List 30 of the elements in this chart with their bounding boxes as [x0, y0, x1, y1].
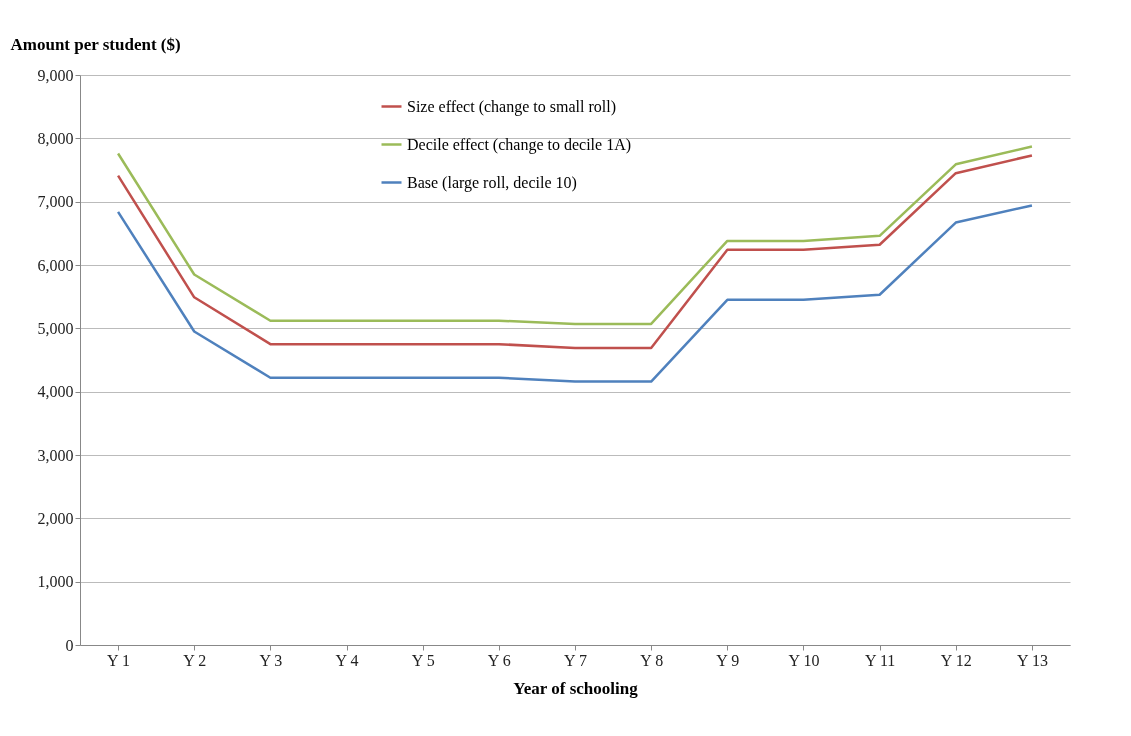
x-tick-label: Y 4	[335, 651, 359, 669]
line-series	[116, 204, 1034, 383]
y-tick-label: 9,000	[37, 66, 74, 84]
y-tick-label: 2,000	[37, 509, 74, 527]
y-tick-label: 7,000	[37, 193, 74, 211]
y-tick-label: 3,000	[37, 446, 74, 464]
y-tick-label: 8,000	[37, 129, 74, 147]
x-tick-label: Y 13	[1016, 651, 1048, 669]
y-tick-label: 6,000	[37, 256, 74, 274]
x-tick-label: Y 11	[864, 651, 896, 669]
x-axis-title: Year of schooling	[513, 678, 639, 698]
x-tick-label: Y 8	[640, 651, 664, 669]
x-tick-label: Y 10	[788, 651, 820, 669]
x-tick-label: Y 3	[259, 651, 283, 669]
y-tick-label: 5,000	[37, 319, 74, 337]
x-tick-label: Y 6	[487, 651, 511, 669]
x-tick-label: Y 5	[411, 651, 435, 669]
x-tick-label: Y 9	[716, 651, 740, 669]
legend-label: Size effect (change to small roll)	[407, 97, 616, 116]
x-tick-label: Y 7	[564, 651, 587, 669]
x-tick-label: Y 12	[940, 651, 972, 669]
x-tick-label: Y 2	[183, 651, 207, 669]
line-series	[116, 154, 1034, 350]
x-tick-label: Y 1	[107, 651, 131, 669]
y-tick-label: 1,000	[37, 573, 74, 591]
y-tick-label: 0	[65, 636, 74, 654]
y-tick-label: 4,000	[37, 383, 74, 401]
legend-label: Decile effect (change to decile 1A)	[407, 135, 632, 154]
legend-label: Base (large roll, decile 10)	[407, 173, 577, 192]
y-axis-title: Amount per student ($)	[10, 34, 181, 54]
